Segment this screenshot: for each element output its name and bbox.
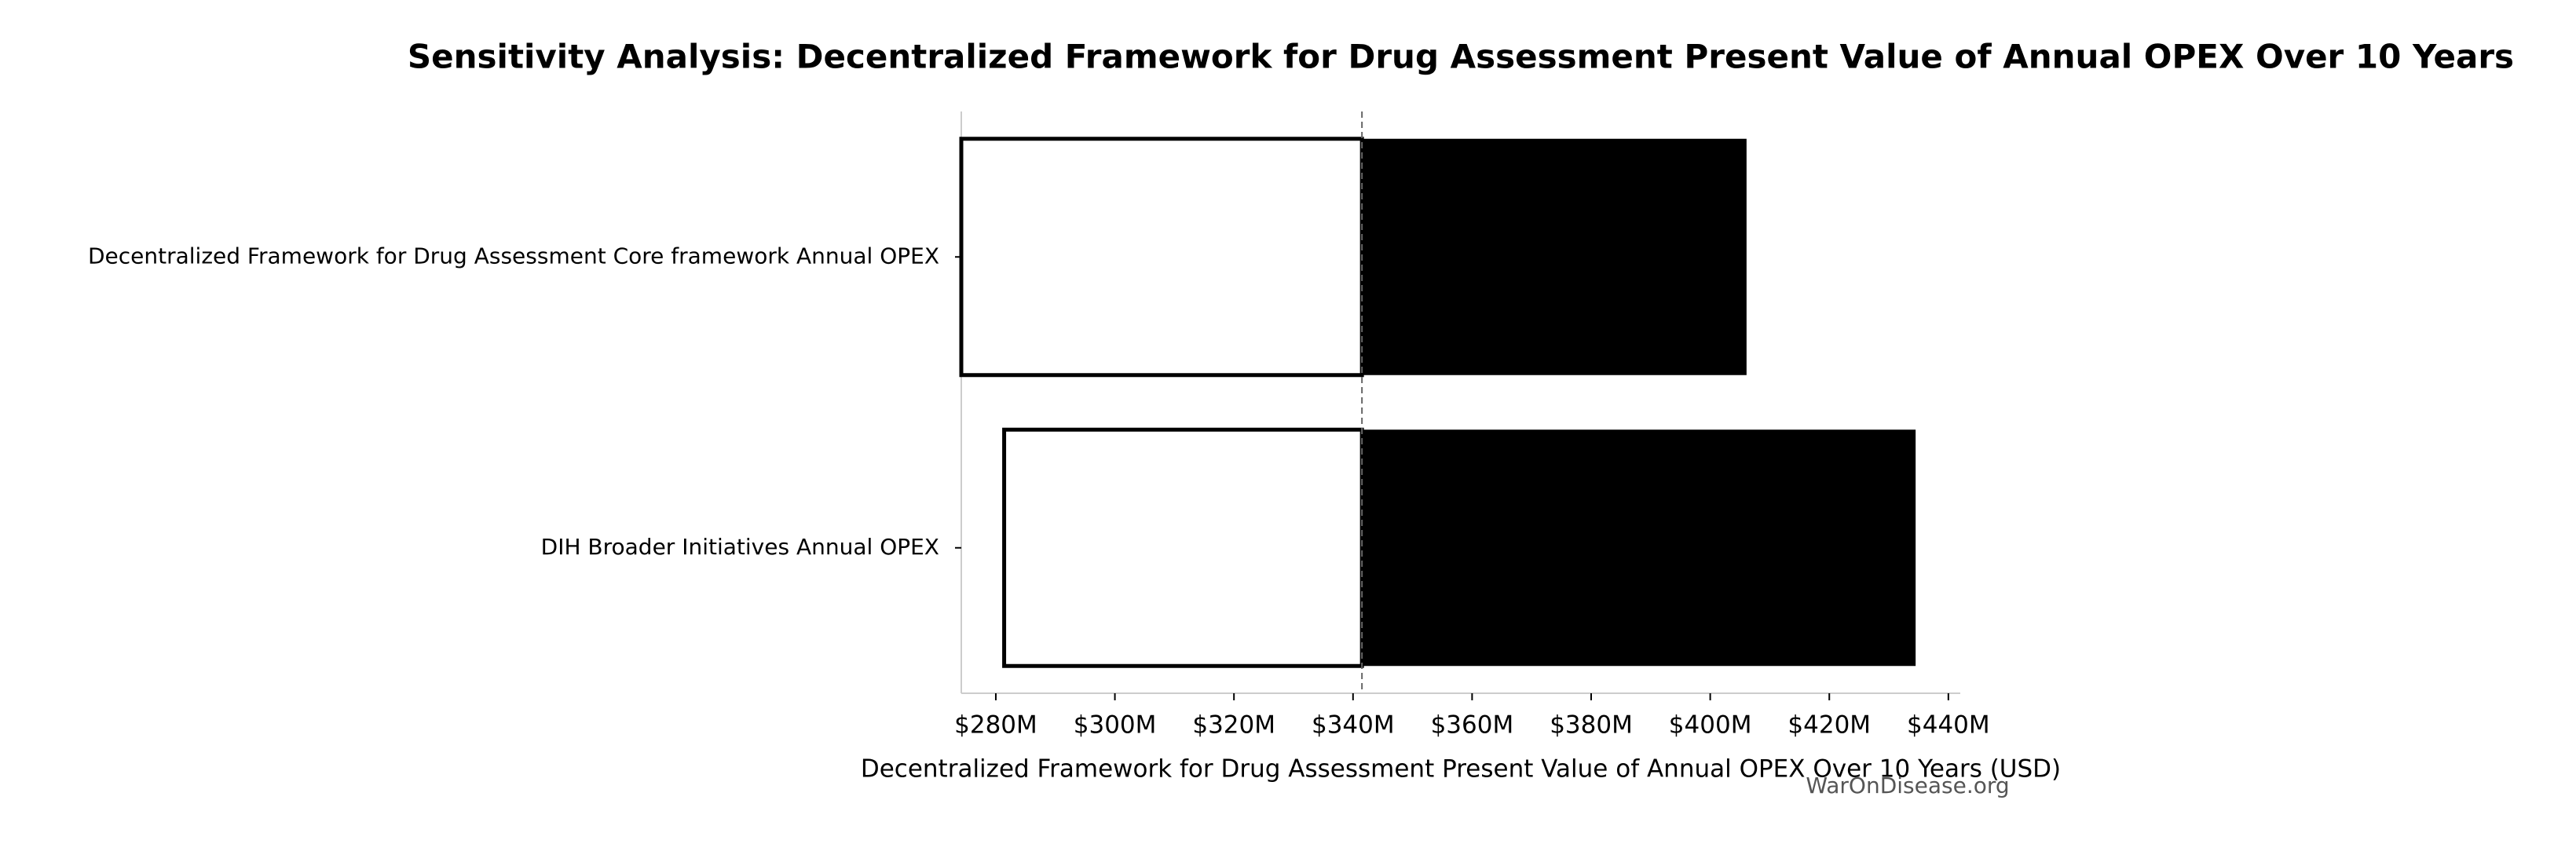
x-tick-label: $340M — [1312, 711, 1395, 740]
high-bar — [1362, 138, 1747, 375]
x-tick-label: $420M — [1787, 711, 1871, 740]
x-tick-label: $300M — [1074, 711, 1157, 740]
low-bar — [959, 137, 1364, 378]
x-tick-label: $400M — [1669, 711, 1752, 740]
chart-title: Sensitivity Analysis: Decentralized Fram… — [408, 38, 2514, 76]
x-tick-label: $280M — [954, 711, 1037, 740]
x-tick-label: $360M — [1431, 711, 1514, 740]
low-bar — [1002, 427, 1364, 668]
x-tick-label: $440M — [1907, 711, 1990, 740]
y-tick-label: Decentralized Framework for Drug Assessm… — [88, 243, 939, 269]
x-tick-label: $320M — [1192, 711, 1275, 740]
watermark: WarOnDisease.org — [1806, 773, 2009, 798]
y-tick-label: DIH Broader Initiatives Annual OPEX — [541, 534, 939, 560]
x-axis-label: Decentralized Framework for Drug Assessm… — [861, 755, 2061, 784]
high-bar — [1362, 429, 1916, 667]
x-tick-label: $380M — [1550, 711, 1633, 740]
